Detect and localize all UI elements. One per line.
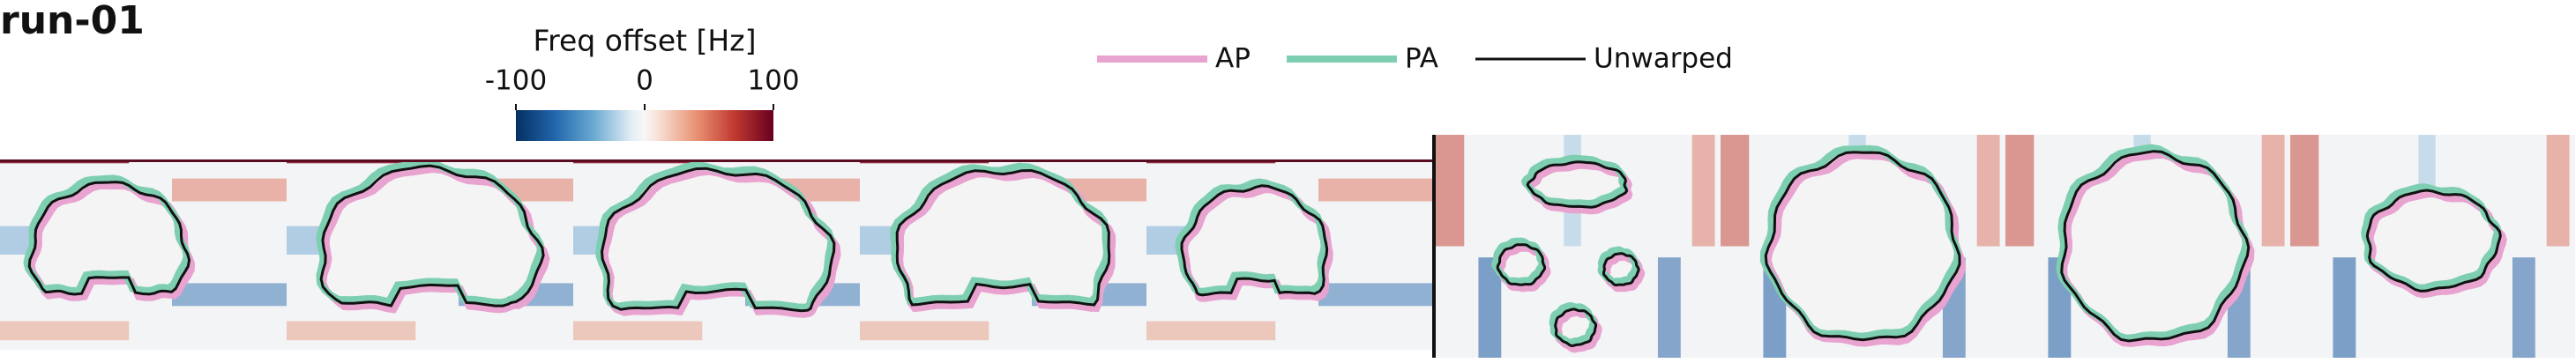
field-band bbox=[1976, 135, 2000, 247]
contour-unwarped bbox=[1496, 243, 1546, 286]
figure-title: run-01 bbox=[0, 0, 145, 43]
field-band bbox=[0, 321, 130, 341]
contour-unwarped bbox=[319, 164, 545, 307]
brain-mask bbox=[29, 181, 189, 293]
contour-pa bbox=[316, 159, 544, 307]
field-band bbox=[1318, 283, 1433, 307]
field-band bbox=[1146, 321, 1276, 341]
contour-ap bbox=[896, 170, 1116, 313]
contour-ap bbox=[1764, 152, 1967, 347]
brain-mask bbox=[897, 169, 1110, 304]
legend-label: Unwarped bbox=[1594, 43, 1733, 75]
colorbar bbox=[516, 110, 773, 141]
contour-pa bbox=[1175, 178, 1328, 295]
brain-mask bbox=[2367, 189, 2501, 291]
colorbar-label: Freq offset [Hz] bbox=[534, 24, 757, 58]
contour-pa bbox=[1549, 301, 1597, 346]
legend: AP PA Unwarped bbox=[1097, 43, 1733, 75]
field-band bbox=[2005, 135, 2035, 247]
panel bbox=[2005, 135, 2290, 358]
contour-pa bbox=[2056, 144, 2250, 342]
contour-unwarped bbox=[1764, 151, 1961, 342]
contour-unwarped bbox=[600, 167, 836, 313]
legend-label: AP bbox=[1215, 43, 1251, 75]
field-band bbox=[1721, 135, 1750, 247]
field-band bbox=[2333, 257, 2356, 358]
contour-unwarped bbox=[27, 181, 191, 296]
contour-unwarped bbox=[895, 168, 1111, 307]
field-band bbox=[2546, 135, 2570, 247]
panel bbox=[860, 159, 1146, 350]
brain-mask bbox=[1182, 185, 1327, 294]
panel bbox=[0, 159, 287, 350]
panel bbox=[1721, 135, 2005, 358]
field-band bbox=[1436, 135, 1465, 247]
contour-unwarped bbox=[2365, 189, 2502, 293]
field-band bbox=[1318, 178, 1433, 202]
contour-ap bbox=[27, 182, 196, 301]
field-band bbox=[2261, 135, 2285, 247]
field-band bbox=[2290, 135, 2319, 247]
contour-unwarped bbox=[2060, 150, 2251, 343]
field-band bbox=[573, 321, 703, 341]
panel bbox=[573, 159, 860, 350]
panels bbox=[0, 135, 2575, 358]
contour-unwarped bbox=[1526, 160, 1629, 209]
contour-unwarped bbox=[1180, 184, 1329, 297]
field-band bbox=[1691, 135, 1715, 247]
field-band bbox=[860, 321, 989, 341]
brain-mask bbox=[1765, 151, 1960, 339]
legend-label: PA bbox=[1405, 43, 1438, 75]
contour-pa bbox=[890, 162, 1111, 306]
contour-pa bbox=[1597, 246, 1640, 285]
contour-pa bbox=[2361, 183, 2501, 292]
contour-ap bbox=[319, 166, 550, 314]
contour-pa bbox=[23, 174, 190, 295]
contour-pa bbox=[595, 161, 835, 311]
panel bbox=[287, 159, 573, 350]
colorbar-tick-label: 0 bbox=[636, 65, 653, 97]
colorbar-tick-label: 100 bbox=[747, 65, 799, 97]
contour-unwarped bbox=[1602, 252, 1640, 287]
brain-mask bbox=[2061, 151, 2249, 339]
colorbar-tick-label: -100 bbox=[485, 65, 547, 97]
field-band bbox=[2512, 257, 2535, 358]
contour-pa bbox=[1520, 154, 1629, 208]
panel bbox=[1436, 135, 1721, 358]
panel bbox=[2290, 135, 2575, 358]
contour-ap bbox=[2060, 152, 2255, 347]
contour-pa bbox=[1759, 144, 1961, 340]
field-band bbox=[172, 178, 287, 202]
contour-unwarped bbox=[1554, 307, 1598, 348]
brain-mask bbox=[601, 167, 835, 310]
field-band bbox=[1657, 257, 1681, 358]
brain-mask bbox=[320, 165, 544, 306]
field-band bbox=[287, 321, 416, 341]
contour-pa bbox=[1491, 237, 1546, 285]
field-band bbox=[172, 283, 287, 307]
panel bbox=[1146, 159, 1433, 350]
